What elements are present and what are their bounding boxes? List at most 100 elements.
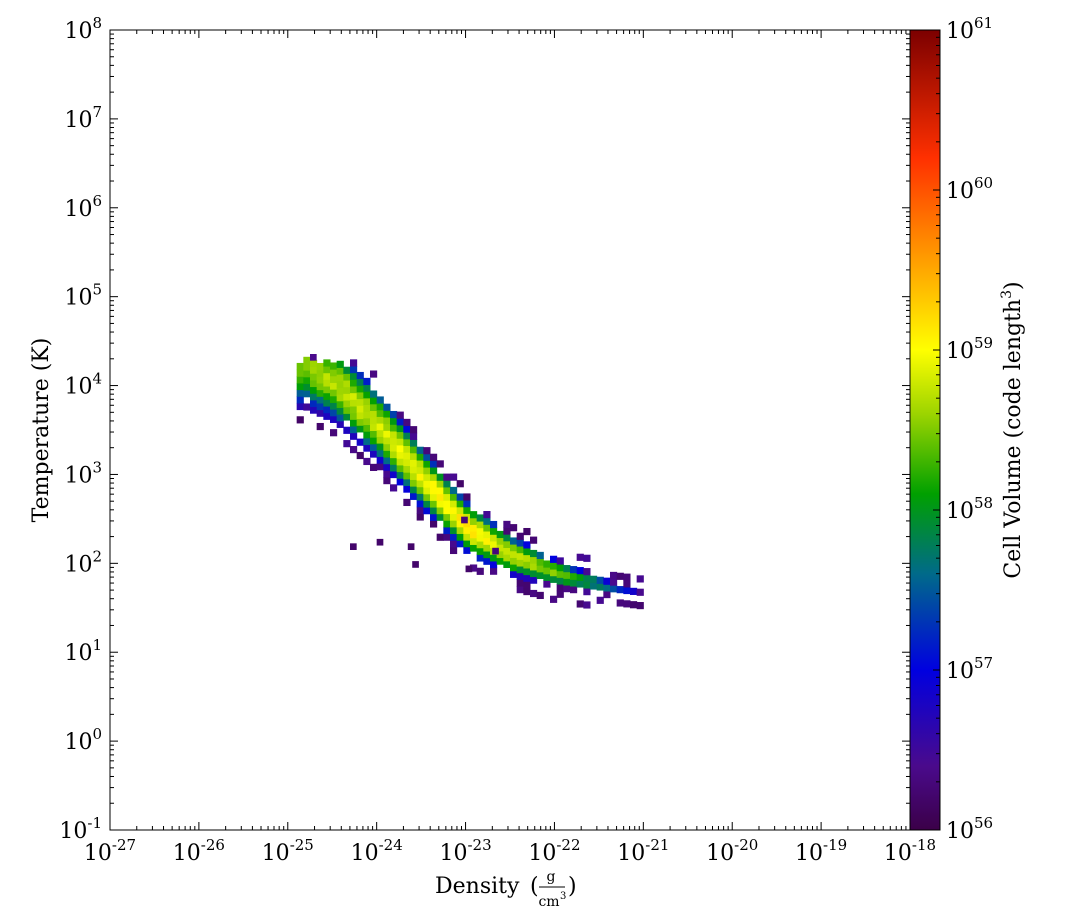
heatmap-cell xyxy=(390,450,398,459)
heatmap-cell xyxy=(376,436,384,444)
heatmap-cell xyxy=(303,383,311,391)
heatmap-cell xyxy=(303,390,311,398)
heatmap-cell xyxy=(476,554,484,562)
heatmap-cell xyxy=(630,601,638,609)
heatmap-cell xyxy=(316,369,324,377)
heatmap-cell xyxy=(376,463,384,471)
heatmap-cell xyxy=(403,445,411,453)
heatmap-cell xyxy=(523,574,531,582)
heatmap-cell xyxy=(430,480,438,488)
heatmap-cell xyxy=(416,453,424,461)
heatmap-cell xyxy=(370,390,378,398)
heatmap-cell xyxy=(370,417,378,425)
x-tick-label: 10-26 xyxy=(173,836,225,866)
colorbar-tick-label: 1058 xyxy=(946,494,993,524)
heatmap-cell xyxy=(316,376,324,384)
heatmap-cell xyxy=(330,382,338,390)
heatmap-cell xyxy=(350,412,358,420)
heatmap-cell xyxy=(510,550,518,558)
heatmap-cell xyxy=(510,564,518,572)
heatmap-cell xyxy=(536,591,544,600)
heatmap-cell xyxy=(430,500,438,508)
heatmap-cell xyxy=(496,544,504,552)
heatmap-cell xyxy=(490,520,498,529)
heatmap-cell xyxy=(316,382,324,391)
heatmap-cell xyxy=(483,517,491,525)
heatmap-cell xyxy=(383,403,391,411)
heatmap-cell xyxy=(330,429,338,437)
heatmap-cell xyxy=(310,406,318,414)
heatmap-cell xyxy=(370,403,378,411)
heatmap-cell xyxy=(590,575,598,583)
heatmap-cell xyxy=(570,566,578,574)
heatmap-cell xyxy=(423,473,431,481)
heatmap-cell xyxy=(436,493,444,501)
heatmap-cell xyxy=(583,554,591,562)
y-tick-label: 105 xyxy=(64,281,102,311)
heatmap-cell xyxy=(583,574,591,582)
heatmap-cell xyxy=(443,473,451,481)
heatmap-cell xyxy=(370,443,378,451)
heatmap-cell xyxy=(436,533,444,541)
heatmap-cell xyxy=(490,540,498,549)
heatmap-cell xyxy=(536,551,544,560)
heatmap-cell xyxy=(376,423,384,431)
heatmap-cell xyxy=(510,544,518,552)
heatmap-cell xyxy=(410,492,418,500)
heatmap-cell xyxy=(330,389,338,397)
heatmap-cell xyxy=(530,569,538,578)
heatmap-cell xyxy=(330,362,338,370)
heatmap-cell xyxy=(330,415,338,423)
heatmap-cell xyxy=(416,460,424,468)
heatmap-cell xyxy=(296,416,304,424)
heatmap-cell xyxy=(516,532,524,540)
heatmap-cell xyxy=(423,453,431,461)
heatmap-cell xyxy=(463,506,471,514)
heatmap-cell xyxy=(496,557,504,565)
heatmap-cell xyxy=(323,392,331,400)
heatmap-cell xyxy=(463,493,471,501)
heatmap-cell xyxy=(356,405,364,413)
heatmap-cell xyxy=(476,534,484,542)
heatmap-cell xyxy=(503,547,511,555)
heatmap-cell xyxy=(463,500,471,508)
heatmap-cell xyxy=(450,533,458,541)
heatmap-cell xyxy=(583,581,591,589)
heatmap-cell xyxy=(463,526,471,534)
x-tick-label: 10-19 xyxy=(795,836,847,866)
heatmap-cell xyxy=(523,541,531,549)
heatmap-cell xyxy=(576,567,584,575)
heatmap-cell xyxy=(316,389,324,397)
heatmap-cell xyxy=(476,527,484,535)
heatmap-cell xyxy=(516,572,524,580)
heatmap-cell xyxy=(590,582,598,590)
heatmap-cell xyxy=(556,557,564,565)
heatmap-cell xyxy=(476,521,484,529)
heatmap-outlier-cell xyxy=(465,565,473,573)
heatmap-cell xyxy=(410,426,418,434)
heatmap-cell xyxy=(450,526,458,535)
heatmap-cell xyxy=(516,579,524,587)
heatmap-cell xyxy=(430,513,438,521)
heatmap-cell xyxy=(630,587,638,595)
heatmap-cell xyxy=(316,409,324,417)
heatmap-cell xyxy=(536,571,544,580)
heatmap-cell xyxy=(463,540,471,548)
heatmap-cell xyxy=(396,424,404,433)
x-axis-ticks: 10-27 10-26 10-25 10-24 10-23 10-22 10-21 10-20… xyxy=(84,30,936,866)
heatmap-cell xyxy=(450,546,458,555)
heatmap-cell xyxy=(396,464,404,473)
heatmap-cell xyxy=(310,359,318,368)
heatmap-cell xyxy=(583,588,591,596)
heatmap-cell xyxy=(576,553,584,561)
heatmap-cell xyxy=(470,511,478,519)
heatmap-cell xyxy=(423,447,431,455)
heatmap-cell xyxy=(383,410,391,418)
heatmap-cell xyxy=(510,524,518,532)
heatmap-cell xyxy=(330,395,338,403)
heatmap-cell xyxy=(336,360,344,368)
heatmap-cell xyxy=(490,527,498,535)
heatmap-cell xyxy=(403,425,411,433)
heatmap-cell xyxy=(596,596,604,604)
heatmap-cell xyxy=(450,540,458,548)
